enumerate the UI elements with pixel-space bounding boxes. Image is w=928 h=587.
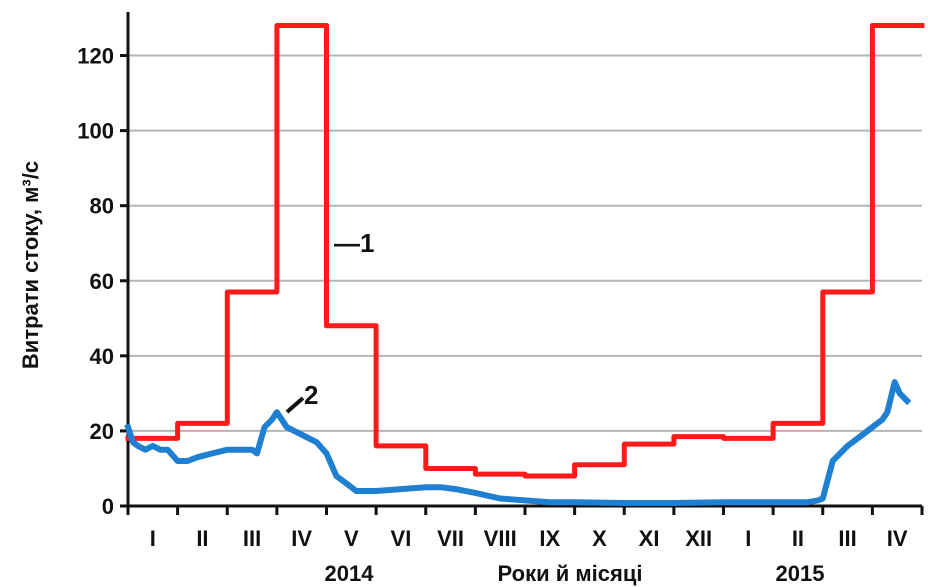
x-axis-title: Роки й місяці (498, 561, 643, 586)
x-tick-label: III (838, 526, 856, 551)
x-tick-label: II (196, 526, 208, 551)
y-axis-title: Витрати стоку, м³/с (18, 161, 43, 369)
x-tick-label: VII (437, 526, 464, 551)
y-tick-label: 0 (102, 494, 114, 519)
x-tick-label: VI (391, 526, 412, 551)
y-tick-label: 120 (77, 44, 114, 69)
series-2-line (124, 379, 912, 506)
y-tick-label: 80 (90, 194, 114, 219)
annotations: —1 2 (285, 228, 374, 414)
x-tick-label: IV (291, 526, 312, 551)
y-axis: 0 20 40 60 80 100 120 (77, 12, 130, 519)
x-tick-label: I (150, 526, 156, 551)
y-tick-label: 60 (90, 269, 114, 294)
x-tick-label: X (592, 526, 607, 551)
x-tick-label: IV (887, 526, 908, 551)
grid-lines (128, 54, 922, 432)
x-tick-label: XI (639, 526, 660, 551)
x-tick-label: III (243, 526, 261, 551)
y-tick-label: 40 (90, 344, 114, 369)
y-tick-label: 20 (90, 419, 114, 444)
series-1-line (125, 23, 925, 479)
x-tick-label: IX (539, 526, 560, 551)
series-lines (124, 23, 925, 506)
x-tick-label: II (792, 526, 804, 551)
x-axis: I II III IV V VI VII VIII IX X XI XII I II III IV (126, 504, 924, 551)
series-2-leader-line (285, 396, 305, 414)
y-tick-label: 100 (77, 119, 114, 144)
x-tick-label: XII (685, 526, 712, 551)
series-1-label: —1 (334, 228, 374, 258)
year-label-2015: 2015 (776, 561, 825, 586)
x-tick-label: I (745, 526, 751, 551)
series-2-label: 2 (304, 380, 318, 410)
x-tick-label: V (344, 526, 359, 551)
x-tick-label: VIII (484, 526, 517, 551)
year-label-2014: 2014 (325, 561, 375, 586)
